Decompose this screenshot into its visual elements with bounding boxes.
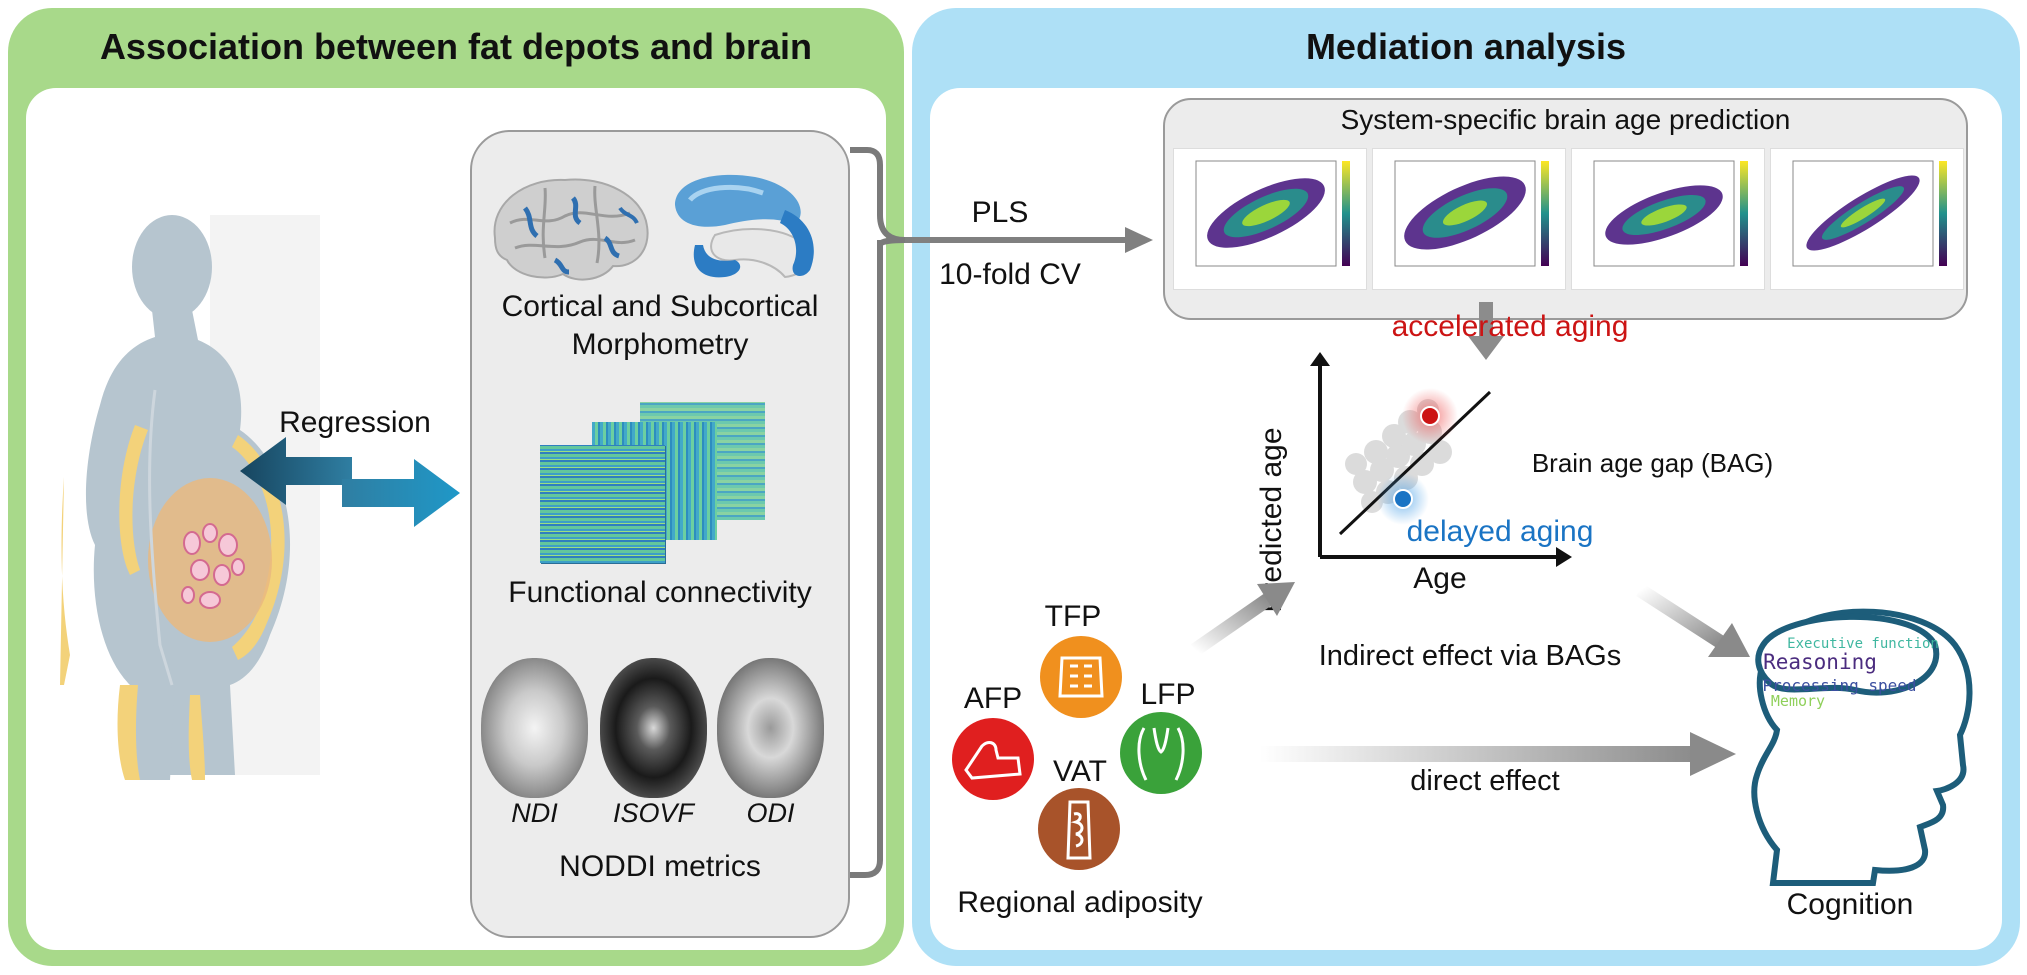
afp-icon: [952, 718, 1034, 800]
tfp-label: TFP: [1044, 600, 1102, 633]
cognition-word-reasoning: Reasoning: [1763, 650, 1877, 674]
noddi-metrics-label: NODDI metrics: [559, 850, 761, 883]
arm-outline: [148, 389, 174, 686]
cv-label: 10-fold CV: [939, 258, 1081, 291]
cognition-label: Cognition: [1786, 888, 1914, 921]
pregnant-body-illustration: [60, 215, 320, 780]
cortical-brain-icon: [493, 178, 649, 281]
isovf-brain-slice: [600, 658, 707, 798]
age-axis-label: Age: [1413, 562, 1467, 595]
regression-label: Regression: [279, 406, 431, 439]
adiposity-to-bag-arrow: [1191, 582, 1295, 656]
arm-fat: [60, 477, 70, 685]
lfp-label: LFP: [1140, 678, 1196, 711]
bag-to-cognition-arrow: [1636, 584, 1750, 657]
subcortical-structure-icon: [675, 174, 814, 279]
down-arrow: [1468, 302, 1504, 360]
vat-label: VAT: [1053, 755, 1107, 788]
head-shape: [132, 215, 212, 319]
head-outline-icon: [1751, 608, 1973, 886]
scatter-plot-1: [1173, 148, 1367, 290]
left-panel-title: Association between fat depots and brain: [99, 26, 813, 67]
afp-label: AFP: [963, 682, 1023, 715]
regional-adiposity-label: Regional adiposity: [957, 886, 1203, 919]
morphometry-label-line2: Morphometry: [571, 328, 749, 361]
visceral-region: [148, 478, 272, 642]
brain-age-gap-label: Brain age gap (BAG): [1531, 448, 1774, 478]
indirect-effect-label: Indirect effect via BAGs: [1318, 640, 1622, 672]
odi-brain-slice: [717, 658, 824, 798]
scatter-plot-4: [1770, 148, 1964, 290]
right-panel-title: Mediation analysis: [1305, 26, 1627, 67]
isovf-label: ISOVF: [612, 798, 694, 828]
scatter-plot-2: [1372, 148, 1566, 290]
morphometry-label-line1: Cortical and Subcortical: [501, 290, 819, 323]
cognition-word-processing: Processing speed: [1762, 676, 1917, 695]
ndi-brain-slice: [481, 658, 588, 798]
thigh-fat-left: [117, 685, 140, 780]
regression-double-arrow: [240, 437, 460, 527]
modalities-bracket-arrow: [850, 147, 1153, 878]
thigh-fat-right: [188, 695, 205, 780]
direct-effect-arrow: [1260, 732, 1736, 776]
accelerated-aging-label: accelerated aging: [1391, 310, 1629, 343]
cognition-word-memory: Memory: [1770, 692, 1826, 710]
predicted-age-axis-label: Predicted age: [1255, 427, 1288, 613]
connectivity-label: Functional connectivity: [508, 576, 812, 609]
direct-effect-label: direct effect: [1410, 765, 1560, 797]
odi-label: ODI: [746, 798, 795, 828]
brain-age-gap-plot: [1310, 352, 1572, 567]
connectivity-matrix-front: [540, 445, 665, 563]
leg-shape: [124, 685, 175, 780]
delayed-aging-label: delayed aging: [1406, 515, 1594, 548]
cognition-word-executive: Executive function: [1787, 636, 1939, 652]
tfp-icon: [1040, 636, 1122, 718]
subcutaneous-fat-back: [119, 425, 148, 575]
pls-label: PLS: [971, 196, 1029, 229]
vat-icon: [1038, 788, 1120, 870]
scatter-plot-3: [1571, 148, 1765, 290]
lfp-icon: [1120, 712, 1202, 794]
brain-age-prediction-title: System-specific brain age prediction: [1340, 104, 1791, 135]
ndi-label: NDI: [511, 798, 558, 828]
